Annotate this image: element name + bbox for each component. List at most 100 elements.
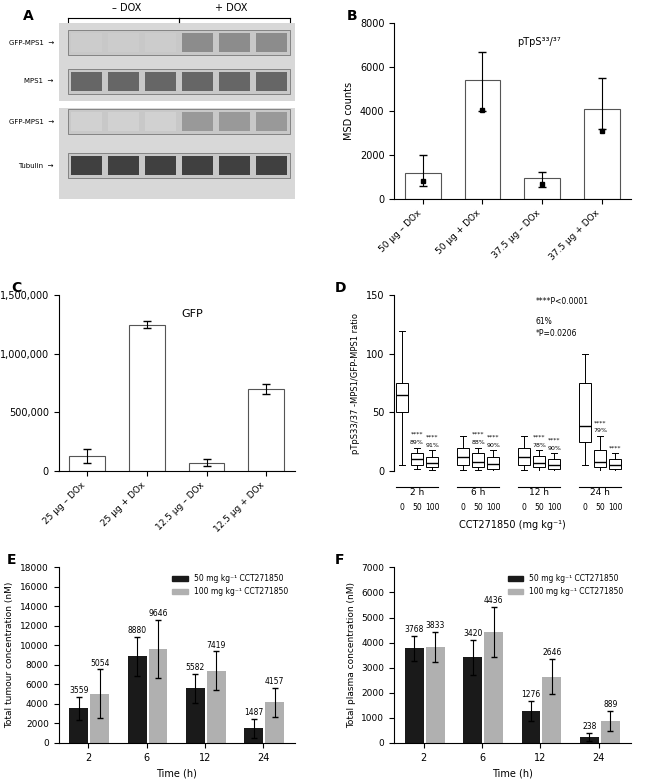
- Text: D: D: [335, 282, 346, 296]
- Text: 78%: 78%: [532, 443, 546, 447]
- Bar: [219, 72, 250, 91]
- Text: 0: 0: [521, 503, 527, 511]
- PathPatch shape: [487, 457, 499, 468]
- Bar: [182, 34, 213, 52]
- Text: C: C: [11, 282, 21, 296]
- Text: 6 h: 6 h: [471, 489, 485, 497]
- Text: ****: ****: [609, 446, 621, 451]
- Text: CCT271850 (mg kg⁻¹): CCT271850 (mg kg⁻¹): [459, 520, 566, 530]
- Bar: [265, 702, 284, 743]
- Text: Tubulin  →: Tubulin →: [18, 163, 54, 169]
- Bar: [525, 178, 560, 199]
- Bar: [584, 109, 619, 199]
- PathPatch shape: [426, 457, 438, 468]
- Bar: [182, 72, 213, 91]
- Bar: [484, 632, 503, 743]
- Bar: [207, 671, 226, 743]
- Text: GFP-MPS1  →: GFP-MPS1 →: [8, 40, 54, 46]
- Text: ****: ****: [548, 438, 560, 443]
- Bar: [71, 113, 102, 131]
- Text: ****: ****: [533, 434, 545, 439]
- Text: 5054: 5054: [90, 658, 109, 668]
- Bar: [182, 113, 213, 131]
- Text: 100: 100: [486, 503, 500, 511]
- Y-axis label: Total tumour concentration (nM): Total tumour concentration (nM): [5, 582, 14, 728]
- Y-axis label: MSD counts: MSD counts: [344, 82, 354, 140]
- Bar: [145, 72, 176, 91]
- Text: F: F: [335, 554, 344, 568]
- Text: 4436: 4436: [484, 596, 503, 604]
- Bar: [145, 113, 176, 131]
- Text: ****: ****: [472, 432, 484, 437]
- Bar: [129, 325, 164, 471]
- Bar: [68, 109, 290, 134]
- Bar: [543, 676, 562, 743]
- PathPatch shape: [517, 447, 530, 465]
- Bar: [521, 711, 540, 743]
- Text: 61%: 61%: [536, 317, 552, 325]
- Text: 89%: 89%: [410, 440, 424, 445]
- Bar: [182, 156, 213, 175]
- Bar: [256, 113, 287, 131]
- Bar: [108, 72, 139, 91]
- Bar: [127, 656, 146, 743]
- Bar: [68, 30, 290, 55]
- Bar: [219, 34, 250, 52]
- Text: 50: 50: [534, 503, 544, 511]
- PathPatch shape: [472, 454, 484, 468]
- Bar: [70, 708, 88, 743]
- Y-axis label: pTpS33/37 -MPS1/GFP-MPS1 ratio: pTpS33/37 -MPS1/GFP-MPS1 ratio: [352, 313, 360, 454]
- Text: B: B: [347, 9, 358, 23]
- Bar: [405, 648, 424, 743]
- Text: ****: ****: [426, 434, 439, 439]
- Text: 90%: 90%: [547, 446, 561, 451]
- Text: 1276: 1276: [521, 690, 541, 699]
- Bar: [188, 463, 224, 471]
- Legend: 50 mg kg⁻¹ CCT271850, 100 mg kg⁻¹ CCT271850: 50 mg kg⁻¹ CCT271850, 100 mg kg⁻¹ CCT271…: [169, 571, 291, 599]
- Text: 79%: 79%: [593, 429, 607, 433]
- Legend: 50 mg kg⁻¹ CCT271850, 100 mg kg⁻¹ CCT271850: 50 mg kg⁻¹ CCT271850, 100 mg kg⁻¹ CCT271…: [505, 571, 627, 599]
- Text: 50: 50: [595, 503, 605, 511]
- Bar: [463, 657, 482, 743]
- Bar: [108, 156, 139, 175]
- Text: ****P<0.0001: ****P<0.0001: [536, 297, 589, 307]
- Text: 50: 50: [412, 503, 422, 511]
- Text: 91%: 91%: [425, 443, 439, 447]
- Bar: [145, 34, 176, 52]
- Text: 24 h: 24 h: [590, 489, 610, 497]
- PathPatch shape: [594, 450, 606, 468]
- Text: 90%: 90%: [486, 443, 500, 447]
- Bar: [219, 113, 250, 131]
- Text: ****: ****: [411, 432, 423, 437]
- Text: + DOX: + DOX: [215, 3, 247, 13]
- PathPatch shape: [396, 383, 408, 412]
- Text: 88%: 88%: [471, 440, 485, 445]
- Text: 7419: 7419: [207, 640, 226, 650]
- Bar: [145, 156, 176, 175]
- Text: 1487: 1487: [244, 708, 263, 717]
- X-axis label: Time (h): Time (h): [492, 768, 533, 778]
- Bar: [71, 34, 102, 52]
- Text: 4157: 4157: [265, 677, 284, 687]
- Text: 3420: 3420: [463, 629, 482, 637]
- Text: 5582: 5582: [186, 663, 205, 673]
- PathPatch shape: [609, 459, 621, 468]
- Text: 3559: 3559: [69, 686, 88, 695]
- Text: 3768: 3768: [405, 625, 424, 634]
- Text: 0: 0: [582, 503, 587, 511]
- Text: 9646: 9646: [148, 609, 168, 618]
- Text: ****: ****: [593, 420, 606, 425]
- Bar: [219, 156, 250, 175]
- PathPatch shape: [457, 447, 469, 465]
- Text: 2 h: 2 h: [410, 489, 424, 497]
- Bar: [108, 34, 139, 52]
- Bar: [90, 694, 109, 743]
- Bar: [580, 737, 599, 743]
- Text: MPS1  →: MPS1 →: [25, 78, 54, 84]
- Text: ****: ****: [487, 434, 499, 439]
- PathPatch shape: [533, 456, 545, 468]
- Bar: [68, 69, 290, 94]
- Text: E: E: [6, 554, 16, 568]
- Text: 12 h: 12 h: [529, 489, 549, 497]
- Text: 889: 889: [603, 700, 618, 708]
